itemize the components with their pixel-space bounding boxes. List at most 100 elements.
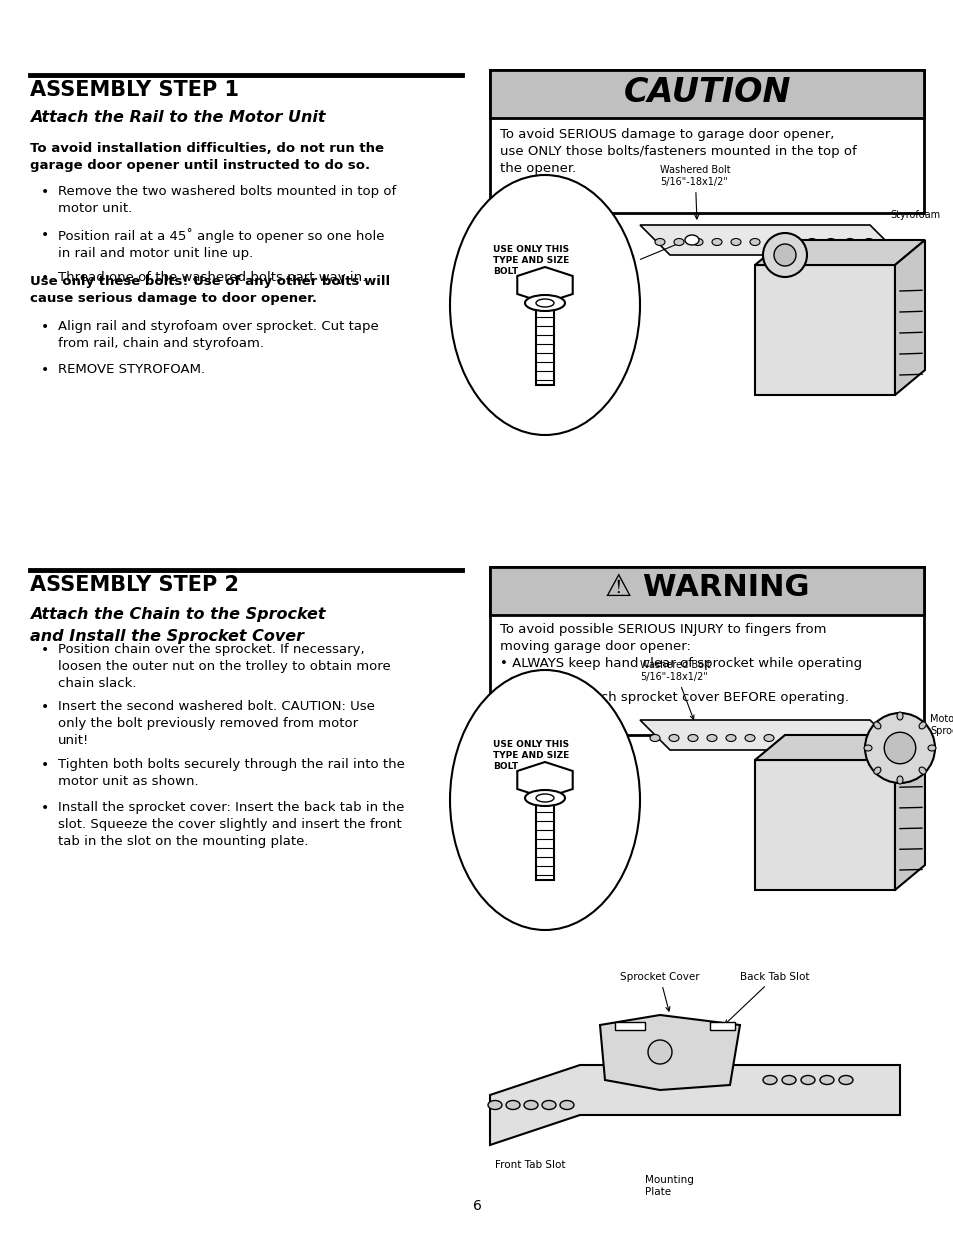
Ellipse shape [711,238,721,246]
Text: Thread one of the washered bolts part way in.: Thread one of the washered bolts part wa… [58,270,366,284]
Text: Align rail and styrofoam over sprocket. Cut tape
from rail, chain and styrofoam.: Align rail and styrofoam over sprocket. … [58,320,378,350]
Ellipse shape [806,238,816,246]
Text: To avoid SERIOUS damage to garage door opener,
use ONLY those bolts/fasteners mo: To avoid SERIOUS damage to garage door o… [499,128,856,175]
Text: Washered Bolt
5/16"-18x1/2": Washered Bolt 5/16"-18x1/2" [659,165,730,219]
Text: REMOVE STYROFOAM.: REMOVE STYROFOAM. [58,363,205,375]
Text: 6: 6 [472,1199,481,1213]
Ellipse shape [749,238,760,246]
Ellipse shape [536,299,554,308]
Text: and Install the Sprocket Cover: and Install the Sprocket Cover [30,629,304,643]
Ellipse shape [918,767,925,774]
Bar [490,567,923,615]
Text: Attach the Rail to the Motor Unit: Attach the Rail to the Motor Unit [30,110,325,125]
Text: •: • [41,363,49,377]
Circle shape [864,713,934,783]
Text: •: • [41,228,49,242]
Ellipse shape [649,735,659,741]
Text: ⚠ WARNING: ⚠ WARNING [604,573,808,601]
Bar [536,305,554,385]
Ellipse shape [725,735,735,741]
Bar [490,70,923,119]
Ellipse shape [873,721,880,729]
Text: •: • [41,643,49,657]
Ellipse shape [927,745,935,751]
Text: •: • [41,185,49,199]
Ellipse shape [820,1076,833,1084]
Ellipse shape [744,735,754,741]
Ellipse shape [505,1100,519,1109]
Bar [490,70,923,212]
Bar [490,567,923,615]
Text: USE ONLY THIS
TYPE AND SIZE
BOLT: USE ONLY THIS TYPE AND SIZE BOLT [493,245,569,277]
Ellipse shape [524,295,564,311]
Ellipse shape [450,671,639,930]
Bar [615,1023,644,1030]
Text: CAUTION: CAUTION [622,77,790,109]
Text: Install the sprocket cover: Insert the back tab in the
slot. Squeeze the cover s: Install the sprocket cover: Insert the b… [58,802,404,848]
Circle shape [647,1040,671,1065]
Ellipse shape [801,1076,814,1084]
Ellipse shape [536,794,554,802]
Bar [754,266,894,395]
Polygon shape [490,1065,899,1145]
Text: Remove the two washered bolts mounted in top of
motor unit.: Remove the two washered bolts mounted in… [58,185,395,215]
Polygon shape [894,735,924,890]
Ellipse shape [801,735,811,741]
Ellipse shape [873,767,880,774]
Ellipse shape [821,735,830,741]
Text: Back Tab Slot: Back Tab Slot [724,972,809,1024]
Ellipse shape [863,745,871,751]
Ellipse shape [825,238,835,246]
Ellipse shape [787,238,797,246]
Ellipse shape [763,735,773,741]
Ellipse shape [524,790,564,806]
Text: •: • [41,758,49,772]
Ellipse shape [655,238,664,246]
Text: Position rail at a 45˚ angle to opener so one hole
in rail and motor unit line u: Position rail at a 45˚ angle to opener s… [58,228,384,261]
Text: Sprocket Cover: Sprocket Cover [619,972,700,1011]
Polygon shape [517,762,572,798]
Polygon shape [639,225,899,254]
Ellipse shape [684,235,699,245]
Bar [754,760,894,890]
Ellipse shape [896,713,902,720]
Circle shape [883,732,915,763]
Ellipse shape [687,735,698,741]
Text: Attach the Chain to the Sprocket: Attach the Chain to the Sprocket [30,606,325,622]
Text: Motor Unit
Sprocket: Motor Unit Sprocket [929,714,953,736]
Text: •: • [41,802,49,815]
Ellipse shape [692,238,702,246]
Ellipse shape [706,735,717,741]
Ellipse shape [559,1100,574,1109]
Bar [536,800,554,881]
Polygon shape [639,720,899,750]
Text: ASSEMBLY STEP 1: ASSEMBLY STEP 1 [30,80,239,100]
Ellipse shape [844,238,854,246]
Ellipse shape [488,1100,501,1109]
Ellipse shape [762,1076,776,1084]
Ellipse shape [673,238,683,246]
Ellipse shape [523,1100,537,1109]
Text: Styrofoam: Styrofoam [889,210,939,220]
Polygon shape [517,267,572,303]
Text: Use only these bolts! Use of any other bolts will
cause serious damage to door o: Use only these bolts! Use of any other b… [30,275,390,305]
Ellipse shape [838,1076,852,1084]
Ellipse shape [918,721,925,729]
Circle shape [629,1023,689,1082]
Ellipse shape [668,735,679,741]
Text: Insert the second washered bolt. CAUTION: Use
only the bolt previously removed f: Insert the second washered bolt. CAUTION… [58,700,375,747]
Text: •: • [41,320,49,333]
Text: Mounting
Plate: Mounting Plate [644,1174,693,1198]
Text: •: • [41,700,49,715]
Ellipse shape [896,776,902,784]
Polygon shape [599,1015,740,1091]
Ellipse shape [730,238,740,246]
Ellipse shape [450,175,639,435]
Polygon shape [754,735,924,760]
Ellipse shape [768,238,779,246]
Text: Position chain over the sprocket. If necessary,
loosen the outer nut on the trol: Position chain over the sprocket. If nec… [58,643,391,690]
Text: Washered Bolt
5/16"-18x1/2": Washered Bolt 5/16"-18x1/2" [639,661,710,719]
Circle shape [762,233,806,277]
Text: Front Tab Slot: Front Tab Slot [495,1160,565,1170]
Ellipse shape [782,735,792,741]
